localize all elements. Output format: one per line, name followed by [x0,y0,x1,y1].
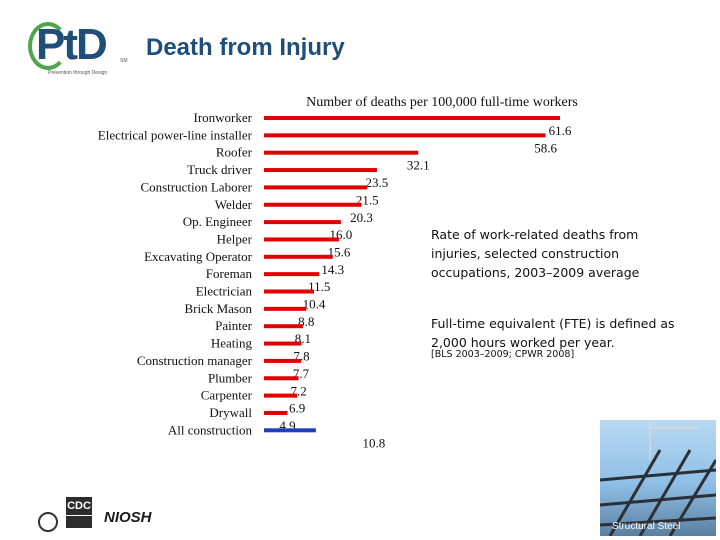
value-label: 58.6 [534,140,557,155]
photo-caption: Structural Steel [612,521,681,532]
page-title: Death from Injury [146,34,345,61]
cdc-subtitle-icon [66,516,92,528]
category-label: Construction manager [137,353,253,368]
category-label: Excavating Operator [144,249,253,264]
category-label: Truck driver [187,162,253,177]
bar [264,185,368,190]
category-label: Drywall [209,405,252,420]
category-label: Welder [215,197,253,212]
category-label: Plumber [208,370,253,385]
value-label: 21.5 [356,192,379,207]
chart-description: Rate of work-related deaths from injurie… [431,227,640,280]
value-label: 6.9 [289,401,305,416]
bar [264,168,377,173]
bar [264,341,302,346]
bar [264,150,419,155]
bars-group: Ironworker 61.6 Electrical power-line inst… [98,110,572,450]
bar [264,393,298,398]
category-label: Painter [215,318,252,333]
bar [264,133,546,138]
logo-trademark: SM [120,58,128,64]
category-label: Roofer [216,145,253,160]
value-label: 10.4 [303,297,326,312]
fte-definition: Full-time equivalent (FTE) is defined as… [431,316,675,350]
logo-ring-icon [28,22,68,70]
value-label: 10.8 [363,435,386,450]
category-label: Helper [217,231,253,246]
bar [264,254,333,259]
category-label: Heating [211,336,253,351]
bar-all-construction [264,428,316,433]
category-label: Electrician [196,284,253,299]
bar [264,289,314,294]
steel-frame-icon [600,420,716,536]
footer-bar [0,494,600,540]
value-label: 20.3 [350,210,373,225]
value-label: 61.6 [549,123,572,138]
bar [264,272,320,277]
bar [264,306,307,311]
category-label: Foreman [206,266,253,281]
bar [264,410,288,415]
value-label: 32.1 [407,158,430,173]
logo-text: PtD [36,20,108,69]
category-label: Brick Mason [184,301,252,316]
bar [264,324,303,329]
value-label: 15.6 [328,244,351,259]
bar [264,376,299,381]
bar [264,116,560,120]
cdc-logo-icon: CDC [66,497,92,515]
bar [264,220,341,225]
category-label: Ironworker [194,110,253,125]
chart-title: Number of deaths per 100,000 full-time w… [306,95,578,110]
source-citation: [BLS 2003–2009; CPWR 2008] [431,349,575,360]
category-label: Construction Laborer [140,179,252,194]
structural-steel-photo [600,420,716,536]
value-label: 23.5 [366,175,389,190]
category-label: All construction [168,422,253,437]
category-label: Electrical power-line installer [98,127,253,142]
bar [264,358,301,363]
logo-tagline: Prevention through Design [48,70,108,76]
niosh-logo: NIOSH [104,509,152,526]
ptd-logo: PtD Prevention through Design SM [28,20,128,76]
category-label: Carpenter [201,388,253,403]
value-label: 14.3 [321,262,344,277]
hhs-logo-icon [38,512,58,532]
bar [264,202,362,207]
category-label: Op. Engineer [183,214,253,229]
bar [264,237,339,242]
